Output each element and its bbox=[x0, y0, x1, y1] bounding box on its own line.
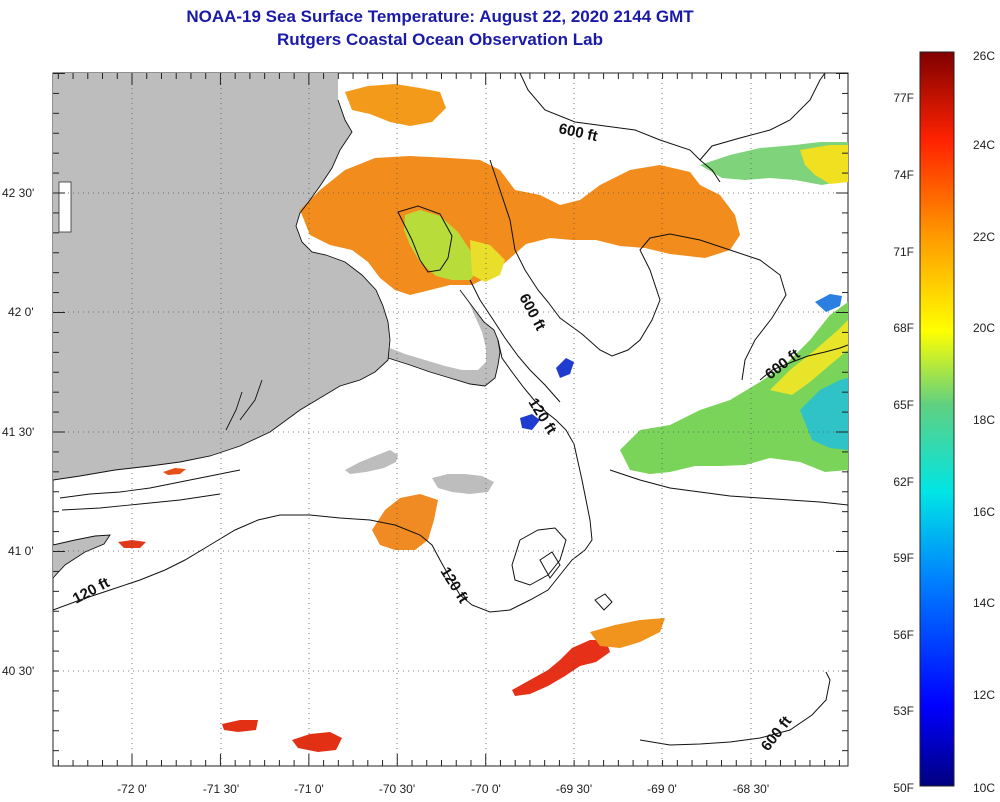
contour-600ft-east bbox=[759, 344, 848, 381]
scale-c-12: 12C bbox=[973, 688, 995, 702]
lat-label-41-0: 41 0' bbox=[8, 544, 34, 558]
scale-c-10: 10C bbox=[973, 781, 995, 795]
sst-patch-east-yellow bbox=[770, 320, 848, 395]
sst-map: 600 ft 600 ft 600 ft 600 ft 120 ft 120 f… bbox=[2, 72, 849, 796]
land-nantucket bbox=[432, 474, 494, 494]
scale-f-68: 68F bbox=[893, 321, 914, 335]
scale-c-16: 16C bbox=[973, 505, 995, 519]
map-ticks bbox=[53, 73, 848, 766]
land-long-island bbox=[53, 535, 110, 578]
scale-f-65: 65F bbox=[893, 398, 914, 412]
sst-patch-east-gradient bbox=[620, 302, 848, 474]
contour-600ft-gulf bbox=[489, 159, 787, 381]
contour-cape-bay bbox=[397, 205, 453, 273]
lon-label-71-0: -71 0' bbox=[294, 782, 324, 796]
scale-f-50: 50F bbox=[893, 781, 914, 795]
sst-patch-south-red-3 bbox=[292, 732, 342, 752]
sst-patch-green-cape-bay bbox=[404, 210, 480, 280]
lon-label-71-30: -71 30' bbox=[203, 782, 239, 796]
lat-label-42-30: 42 30' bbox=[2, 186, 34, 200]
lon-label-68-30: -68 30' bbox=[733, 782, 769, 796]
lon-label-70-0: -70 0' bbox=[471, 782, 501, 796]
scale-c-24: 24C bbox=[973, 138, 995, 152]
scale-c-26: 26C bbox=[973, 49, 995, 63]
sst-patch-yellow bbox=[470, 240, 505, 282]
land-marthas-vineyard bbox=[345, 450, 398, 474]
coastline-cape bbox=[387, 289, 501, 387]
map-subtitle: Rutgers Coastal Ocean Observation Lab bbox=[277, 30, 603, 49]
scale-f-77: 77F bbox=[893, 91, 914, 105]
sst-patch-south-red bbox=[512, 640, 610, 696]
coastline-main bbox=[53, 99, 391, 481]
scale-f-62: 62F bbox=[893, 475, 914, 489]
scale-f-71: 71F bbox=[893, 245, 914, 259]
coastline-inlets bbox=[59, 379, 263, 511]
sst-patch-small-orange bbox=[163, 468, 186, 475]
scale-c-14: 14C bbox=[973, 596, 995, 610]
scale-f-53: 53F bbox=[893, 704, 914, 718]
scale-c-22: 22C bbox=[973, 230, 995, 244]
scale-f-56: 56F bbox=[893, 628, 914, 642]
sst-patch-south-red-2 bbox=[222, 720, 258, 732]
scale-c-18: 18C bbox=[973, 413, 995, 427]
sst-patch-blue-2 bbox=[520, 414, 540, 430]
contour-120ft-shelf bbox=[53, 339, 593, 613]
contour-georges-east bbox=[609, 469, 848, 506]
scale-f-74: 74F bbox=[893, 168, 914, 182]
color-scale-bar bbox=[919, 51, 955, 787]
land-new-england bbox=[53, 73, 390, 480]
lon-label-70-30: -70 30' bbox=[379, 782, 415, 796]
scale-f-59: 59F bbox=[893, 551, 914, 565]
sst-patch-north bbox=[345, 84, 446, 126]
lon-label-72-0: -72 0' bbox=[117, 782, 147, 796]
lat-label-40-30: 40 30' bbox=[2, 664, 34, 678]
scale-c-20: 20C bbox=[973, 321, 995, 335]
contour-600ft-se bbox=[639, 671, 831, 746]
contour-600ft-north bbox=[519, 73, 826, 183]
lon-label-69-0: -69 0' bbox=[647, 782, 677, 796]
sst-patch-mass-bay bbox=[300, 156, 740, 295]
sst-patch-east-blue bbox=[815, 294, 842, 312]
lat-label-42-0: 42 0' bbox=[8, 305, 34, 319]
land-cape-cod bbox=[388, 290, 500, 386]
lon-label-69-30: -69 30' bbox=[556, 782, 592, 796]
sst-patch-ne-yellow bbox=[800, 145, 848, 184]
contour-shoals bbox=[511, 527, 613, 611]
coastline-long-island bbox=[53, 534, 111, 579]
contour-120ft-inner bbox=[469, 279, 561, 403]
land-small-island bbox=[58, 181, 72, 233]
map-title: NOAA-19 Sea Surface Temperature: August … bbox=[186, 7, 694, 26]
sst-patch-blue-1 bbox=[556, 358, 574, 378]
sst-patch-south-orange-2 bbox=[590, 618, 665, 648]
lat-label-41-30: 41 30' bbox=[2, 425, 34, 439]
